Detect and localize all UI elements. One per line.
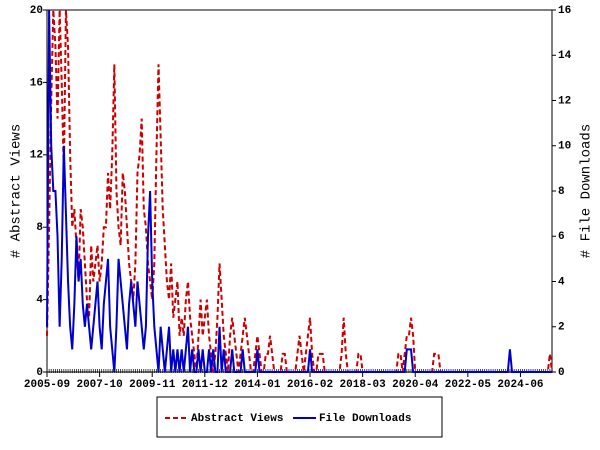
y-tick-label: 16 xyxy=(30,77,43,89)
y-tick-label: 8 xyxy=(36,222,43,234)
y-tick-label: 20 xyxy=(30,5,43,17)
y2-tick-label: 4 xyxy=(558,276,565,288)
x-tick-label: 2018-03 xyxy=(340,379,387,391)
x-tick-label: 2009-11 xyxy=(129,379,176,391)
y2-tick-label: 8 xyxy=(558,186,565,198)
y-axis-label: # Abstract Views xyxy=(9,124,25,258)
x-tick-label: 2005-09 xyxy=(24,379,70,391)
y2-tick-label: 12 xyxy=(558,95,571,107)
x-tick-label: 2014-01 xyxy=(234,379,281,391)
series-line xyxy=(46,9,553,373)
y2-axis-label: # File Downloads xyxy=(579,124,595,258)
y2-tick-label: 10 xyxy=(558,141,571,153)
x-tick-label: 2020-04 xyxy=(392,379,439,391)
y2-tick-label: 0 xyxy=(558,367,565,379)
x-tick-label: 2011-12 xyxy=(182,379,228,391)
x-tick-label: 2022-05 xyxy=(445,379,492,391)
x-tick-label: 2016-02 xyxy=(287,379,333,391)
x-tick-label: 2024-06 xyxy=(497,379,543,391)
y-tick-label: 4 xyxy=(36,295,43,307)
y2-tick-label: 2 xyxy=(558,322,565,334)
x-tick-label: 2007-10 xyxy=(76,379,122,391)
y2-tick-label: 6 xyxy=(558,231,565,243)
y2-tick-label: 14 xyxy=(558,50,572,62)
legend-label: File Downloads xyxy=(319,413,411,425)
y-tick-label: 12 xyxy=(30,150,43,162)
y-tick-label: 0 xyxy=(36,367,43,379)
series-line xyxy=(46,9,552,373)
y2-tick-label: 16 xyxy=(558,5,571,17)
legend-label: Abstract Views xyxy=(191,413,283,425)
